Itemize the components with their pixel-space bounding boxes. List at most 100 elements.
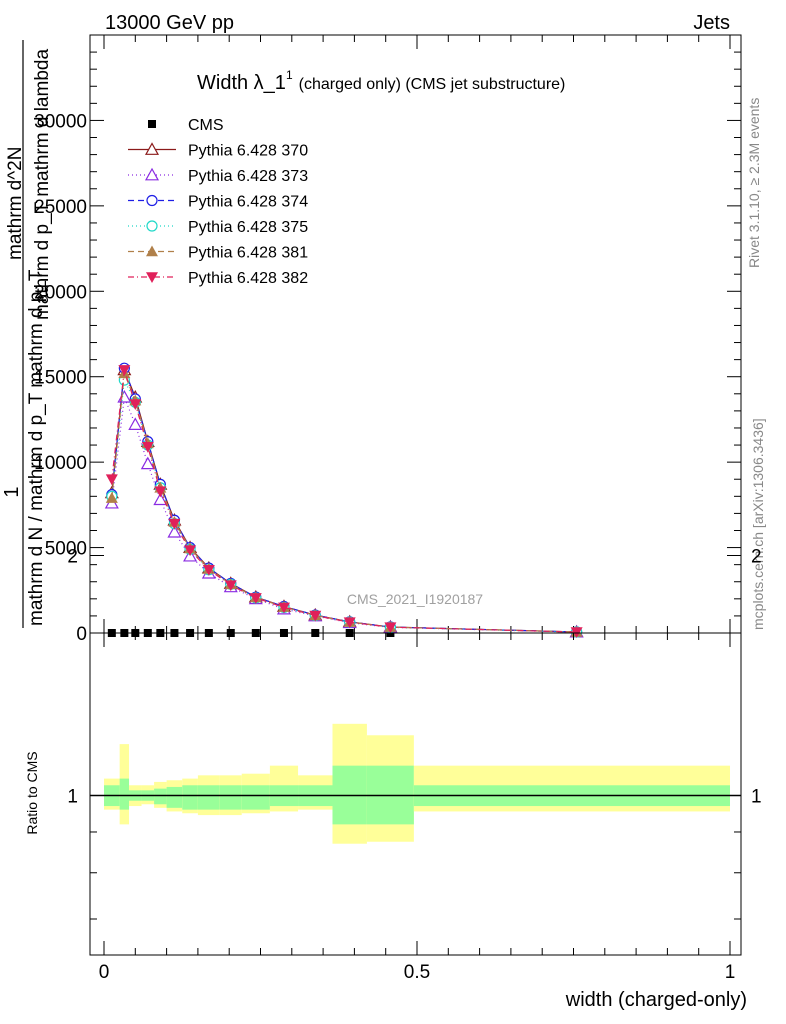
legend-entry: Pythia 6.428 381: [128, 245, 308, 262]
data-point: [153, 492, 168, 506]
data-point: [141, 441, 154, 453]
y-axis-denominator: mathrm d N / mathrm d p_T mathrm d p_T: [26, 269, 47, 626]
legend-marker: [146, 194, 158, 207]
y-axis-top-label: mathrm d^2N: [5, 147, 26, 260]
x-axis-label: width (charged-only): [565, 989, 747, 1011]
main-panel: 0 5000 10000 15000 20000 25000 30000 Width λ_1…: [34, 34, 742, 645]
legend-label: Pythia 6.428 375: [188, 219, 308, 236]
mcplots-label: mcplots.cern.ch [arXiv:1306.3436]: [750, 418, 766, 630]
legend-entry: Pythia 6.428 382: [128, 270, 308, 287]
ratio-x-tick-label: 1: [725, 962, 736, 983]
y-axis-top-label-2: mathrm d p_T mathrm d lambda: [32, 49, 53, 320]
legend-label: Pythia 6.428 373: [188, 168, 308, 185]
main-y-tick-label: 5000: [45, 539, 87, 560]
data-point: [118, 365, 131, 376]
data-point: [105, 474, 118, 486]
ratio-x-tick-label: 0.5: [404, 962, 430, 983]
chart-title-rest: (charged only) (CMS jet substructure): [299, 76, 566, 93]
legend-label: Pythia 6.428 381: [188, 245, 308, 262]
legend-marker: [146, 220, 158, 232]
series-line: [111, 396, 577, 633]
series-line: [111, 378, 577, 633]
series-2: [104, 389, 584, 638]
series-1: [104, 362, 584, 638]
data-point: [277, 602, 290, 614]
main-y-tick-label: 10000: [34, 453, 87, 474]
ratio-x-ticks: 0 0.5 1: [99, 633, 736, 983]
main-y-tick-label: 20000: [34, 282, 87, 303]
legend-entry: CMS: [148, 117, 224, 134]
ratio-x-tick-label: 0: [99, 962, 110, 983]
legend-marker: [144, 167, 160, 181]
series-line: [111, 369, 577, 633]
data-point: [140, 456, 155, 470]
chart-title-main: Width λ_1: [197, 72, 286, 94]
legend-marker: [146, 272, 158, 283]
main-series-layer: [104, 362, 584, 639]
legend-marker: [146, 245, 158, 257]
main-y-tick-label: 30000: [34, 111, 87, 132]
ratio-band-inner: [219, 785, 242, 810]
data-point: [168, 518, 181, 530]
chart-title: Width λ_11 (charged only) (CMS jet substr…: [197, 68, 565, 94]
data-point: [128, 417, 143, 430]
series-line: [111, 373, 577, 633]
series-line: [111, 369, 577, 633]
legend: CMS Pythia 6.428 370 Pythia 6.428 373 Pythi…: [128, 117, 308, 287]
series-4: [106, 374, 583, 638]
legend-label: CMS: [188, 117, 224, 134]
ratio-band-inner: [182, 785, 198, 810]
legend-entry: Pythia 6.428 370: [128, 142, 308, 160]
data-point: [105, 492, 118, 503]
series-6: [105, 365, 583, 639]
series-line: [111, 367, 577, 633]
legend-label: Pythia 6.428 370: [188, 143, 308, 160]
data-point: [384, 622, 397, 634]
ratio-y-tick-label: 2: [67, 547, 78, 568]
ratio-y-tick-label-right: 2: [751, 547, 762, 568]
main-y-tick-label: 0: [76, 624, 87, 645]
legend-entry: Pythia 6.428 373: [128, 167, 308, 185]
data-point: [167, 524, 182, 538]
ratio-y-tick-label: 1: [67, 787, 78, 808]
ratio-band-inner: [119, 778, 130, 810]
ratio-panel: 0.50.51122 00.51 Ratio to CMS width (cha…: [24, 547, 762, 1012]
y-axis-title-main: 1 mathrm d N / mathrm d p_T mathrm d p_T…: [1, 40, 53, 628]
series-3: [106, 362, 583, 638]
data-point: [309, 610, 322, 622]
data-point: [184, 545, 197, 557]
ratio-y-axis-label: Ratio to CMS: [24, 751, 40, 834]
main-y-tick-label: 15000: [34, 368, 87, 389]
ratio-bands: [104, 723, 730, 844]
legend-entry: Pythia 6.428 374: [128, 194, 308, 211]
legend-label: Pythia 6.428 374: [188, 194, 308, 211]
main-y-ticks: 0 5000 10000 15000 20000 25000 30000: [34, 51, 741, 645]
ratio-frame: [89, 632, 742, 956]
ratio-band-inner: [241, 785, 270, 810]
main-x-ticks: [103, 35, 731, 633]
data-point: [343, 617, 356, 629]
ratio-band-inner: [166, 786, 183, 808]
energy-label: 13000 GeV pp: [105, 12, 234, 34]
process-label: Jets: [693, 12, 730, 34]
data-point: [129, 399, 142, 411]
analysis-watermark: CMS_2021_I1920187: [347, 591, 483, 607]
data-point: [117, 389, 132, 403]
legend-label: Pythia 6.428 382: [188, 270, 308, 287]
ratio-band-inner: [154, 788, 167, 805]
ratio-y-ticks: 0.50.51122: [67, 547, 762, 920]
data-point: [154, 486, 167, 498]
main-y-tick-label: 25000: [34, 197, 87, 218]
data-point: [224, 580, 237, 592]
series-5: [105, 367, 583, 637]
legend-marker: [148, 120, 156, 128]
data-point: [202, 564, 215, 576]
legend-marker: [144, 142, 160, 155]
data-point: [249, 593, 262, 604]
legend-entry: Pythia 6.428 375: [128, 219, 308, 236]
ratio-y-tick-label-right: 1: [751, 787, 762, 808]
ratio-band-inner: [197, 785, 220, 810]
chart-title-superscript: 1: [286, 68, 293, 82]
y-axis-numerator: 1: [1, 486, 23, 497]
